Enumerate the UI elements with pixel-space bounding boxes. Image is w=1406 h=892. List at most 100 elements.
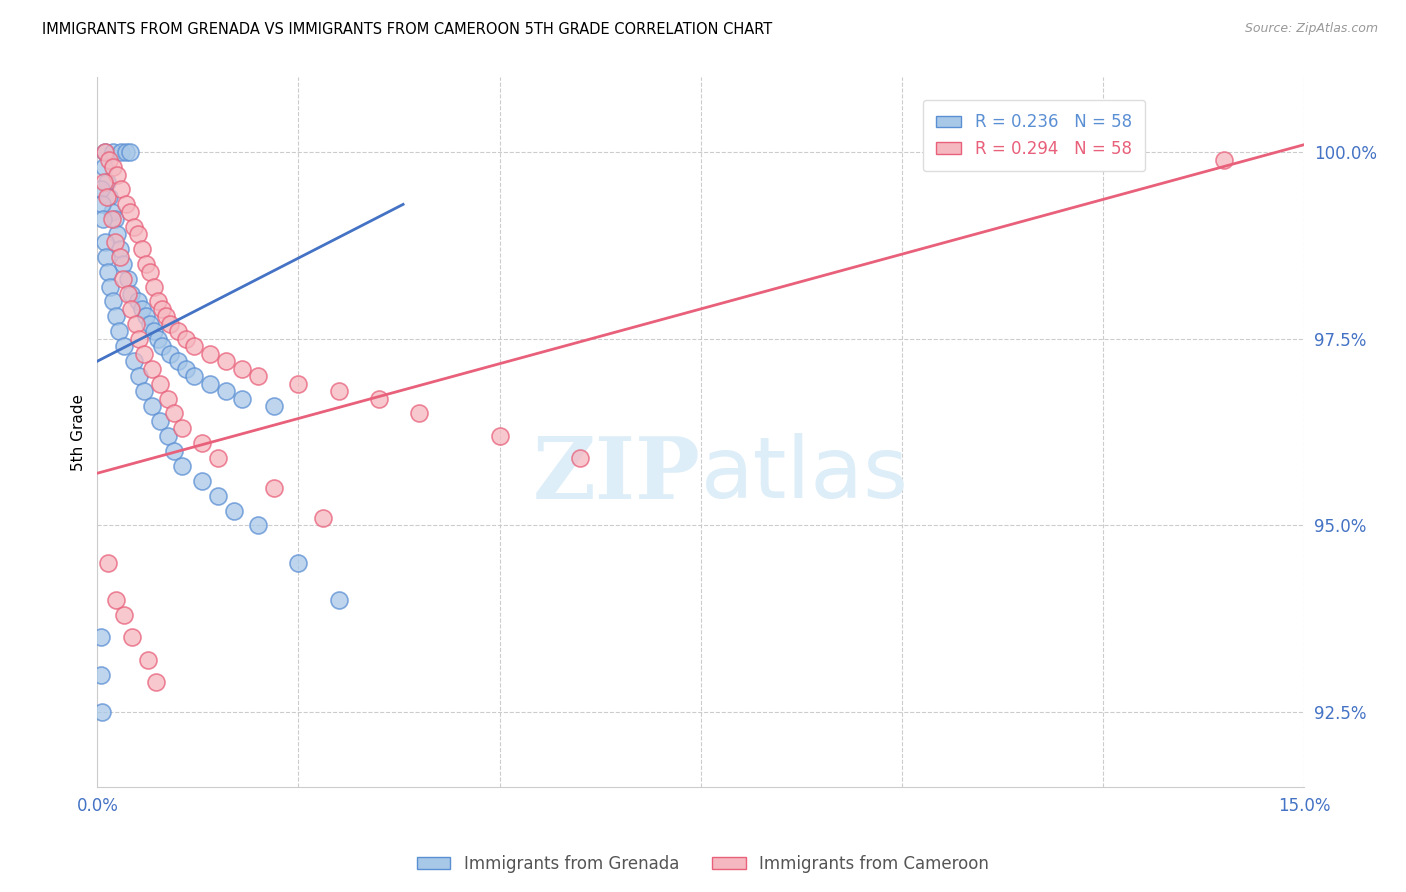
- Point: [125, 317, 148, 331]
- Point: [138, 264, 160, 278]
- Point: [368, 392, 391, 406]
- Point: [263, 481, 285, 495]
- Point: [231, 361, 253, 376]
- Point: [127, 227, 149, 242]
- Point: [112, 257, 135, 271]
- Point: [108, 242, 131, 256]
- Point: [215, 384, 238, 398]
- Point: [183, 369, 205, 384]
- Point: [150, 301, 173, 316]
- Point: [128, 332, 150, 346]
- Point: [93, 235, 115, 249]
- Point: [287, 376, 309, 391]
- Point: [198, 376, 221, 391]
- Point: [97, 264, 120, 278]
- Point: [104, 212, 127, 227]
- Point: [101, 205, 124, 219]
- Point: [108, 250, 131, 264]
- Point: [112, 339, 135, 353]
- Point: [141, 361, 163, 376]
- Point: [90, 182, 112, 196]
- Point: [122, 219, 145, 234]
- Point: [174, 361, 197, 376]
- Point: [90, 668, 112, 682]
- Point: [104, 593, 127, 607]
- Point: [98, 279, 121, 293]
- Point: [231, 392, 253, 406]
- Point: [108, 324, 131, 338]
- Point: [112, 272, 135, 286]
- Point: [98, 190, 121, 204]
- Point: [131, 242, 153, 256]
- Point: [131, 301, 153, 316]
- Point: [91, 212, 114, 227]
- Point: [159, 347, 181, 361]
- Point: [263, 399, 285, 413]
- Point: [141, 399, 163, 413]
- Point: [96, 190, 118, 204]
- Point: [135, 310, 157, 324]
- Point: [91, 197, 114, 211]
- Point: [1092, 145, 1115, 160]
- Point: [166, 354, 188, 368]
- Point: [287, 556, 309, 570]
- Point: [1212, 153, 1234, 167]
- Point: [97, 556, 120, 570]
- Point: [117, 272, 139, 286]
- Text: ZIP: ZIP: [533, 433, 700, 516]
- Point: [142, 324, 165, 338]
- Legend: R = 0.236   N = 58, R = 0.294   N = 58: R = 0.236 N = 58, R = 0.294 N = 58: [922, 100, 1144, 171]
- Point: [90, 631, 112, 645]
- Point: [114, 145, 136, 160]
- Point: [569, 451, 592, 466]
- Point: [107, 227, 129, 242]
- Point: [101, 294, 124, 309]
- Point: [136, 653, 159, 667]
- Point: [311, 511, 333, 525]
- Point: [149, 414, 172, 428]
- Point: [157, 429, 180, 443]
- Point: [207, 489, 229, 503]
- Point: [191, 436, 214, 450]
- Point: [142, 279, 165, 293]
- Point: [132, 384, 155, 398]
- Point: [159, 317, 181, 331]
- Point: [135, 257, 157, 271]
- Point: [132, 347, 155, 361]
- Point: [128, 369, 150, 384]
- Y-axis label: 5th Grade: 5th Grade: [72, 393, 86, 471]
- Point: [118, 205, 141, 219]
- Point: [118, 145, 141, 160]
- Point: [127, 294, 149, 309]
- Point: [247, 369, 270, 384]
- Point: [103, 145, 125, 160]
- Point: [183, 339, 205, 353]
- Point: [138, 317, 160, 331]
- Point: [170, 458, 193, 473]
- Point: [101, 212, 124, 227]
- Point: [112, 608, 135, 623]
- Point: [191, 474, 214, 488]
- Point: [93, 160, 115, 174]
- Point: [149, 376, 172, 391]
- Point: [98, 153, 121, 167]
- Point: [170, 421, 193, 435]
- Point: [94, 145, 117, 160]
- Point: [198, 347, 221, 361]
- Text: Source: ZipAtlas.com: Source: ZipAtlas.com: [1244, 22, 1378, 36]
- Point: [110, 145, 132, 160]
- Point: [114, 197, 136, 211]
- Point: [104, 310, 127, 324]
- Point: [328, 593, 350, 607]
- Point: [91, 705, 114, 719]
- Point: [146, 294, 169, 309]
- Point: [488, 429, 510, 443]
- Point: [166, 324, 188, 338]
- Point: [163, 407, 186, 421]
- Point: [122, 354, 145, 368]
- Point: [107, 168, 129, 182]
- Point: [408, 407, 430, 421]
- Point: [247, 518, 270, 533]
- Point: [146, 332, 169, 346]
- Point: [174, 332, 197, 346]
